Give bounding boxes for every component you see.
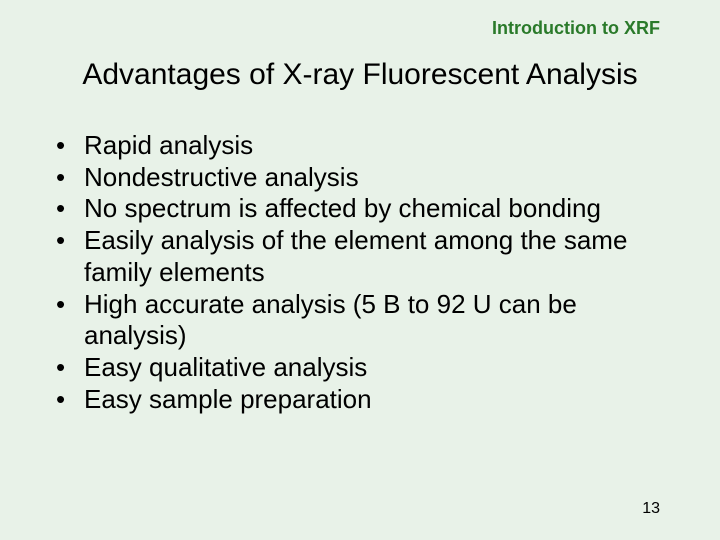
- slide-body: Rapid analysis Nondestructive analysis N…: [50, 130, 670, 415]
- header-label: Introduction to XRF: [492, 18, 660, 39]
- list-item: No spectrum is affected by chemical bond…: [50, 193, 670, 225]
- page-number: 13: [642, 500, 660, 518]
- list-item: Easy qualitative analysis: [50, 352, 670, 384]
- list-item: Easily analysis of the element among the…: [50, 225, 670, 288]
- list-item: Nondestructive analysis: [50, 162, 670, 194]
- list-item: High accurate analysis (5 B to 92 U can …: [50, 289, 670, 352]
- slide-title: Advantages of X-ray Fluorescent Analysis: [0, 58, 720, 92]
- bullet-list: Rapid analysis Nondestructive analysis N…: [50, 130, 670, 415]
- list-item: Rapid analysis: [50, 130, 670, 162]
- list-item: Easy sample preparation: [50, 384, 670, 416]
- slide: Introduction to XRF Advantages of X-ray …: [0, 0, 720, 540]
